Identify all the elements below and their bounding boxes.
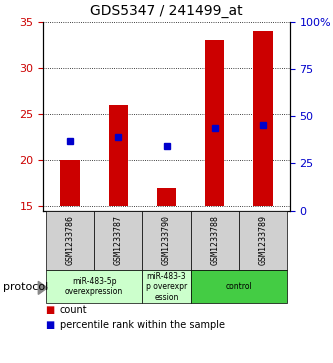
Bar	[46, 270, 142, 303]
Bar	[46, 211, 94, 270]
Text: GSM1233787: GSM1233787	[114, 216, 123, 265]
Bar	[109, 105, 128, 206]
Bar	[253, 31, 273, 206]
Text: GSM1233786: GSM1233786	[65, 216, 74, 265]
Title: GDS5347 / 241499_at: GDS5347 / 241499_at	[90, 4, 243, 18]
Text: ■: ■	[45, 320, 54, 330]
Bar	[191, 211, 239, 270]
Bar	[142, 270, 191, 303]
Bar	[157, 188, 176, 206]
Text: ■: ■	[45, 305, 54, 315]
Text: GSM1233788: GSM1233788	[210, 216, 219, 265]
Text: percentile rank within the sample: percentile rank within the sample	[60, 320, 225, 330]
Text: protocol: protocol	[3, 282, 49, 292]
Bar	[191, 270, 287, 303]
Bar	[142, 211, 191, 270]
Bar	[239, 211, 287, 270]
Text: GSM1233790: GSM1233790	[162, 216, 171, 265]
Bar	[205, 40, 224, 206]
Bar	[94, 211, 142, 270]
Text: count: count	[60, 305, 88, 315]
Text: GSM1233789: GSM1233789	[259, 216, 268, 265]
Text: miR-483-5p
overexpression: miR-483-5p overexpression	[65, 277, 123, 297]
Text: miR-483-3
p overexpr
ession: miR-483-3 p overexpr ession	[146, 272, 187, 302]
Polygon shape	[38, 281, 47, 294]
Bar	[60, 160, 80, 206]
Text: control: control	[225, 282, 252, 291]
